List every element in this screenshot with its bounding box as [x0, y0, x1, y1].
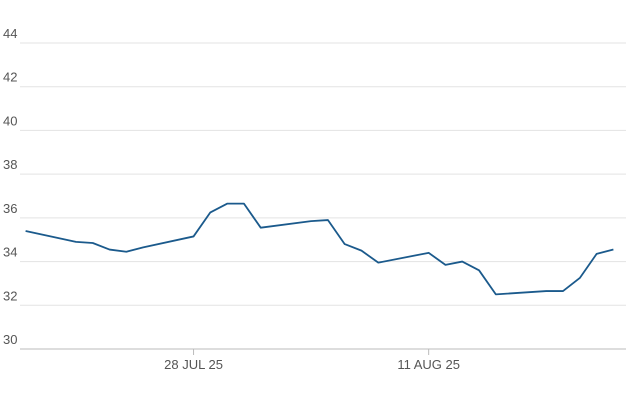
- y-tick-label: 40: [3, 113, 17, 128]
- x-tick-label: 11 AUG 25: [397, 357, 460, 372]
- x-tick-label: 28 JUL 25: [164, 357, 223, 372]
- y-tick-label: 42: [3, 70, 17, 85]
- y-tick-label: 44: [3, 26, 17, 41]
- y-tick-label: 32: [3, 288, 17, 303]
- data-line: [25, 202, 614, 296]
- y-tick-label: 38: [3, 157, 17, 172]
- y-tick-label: 34: [3, 245, 17, 260]
- y-tick-label: 36: [3, 201, 17, 216]
- y-tick-label: 30: [3, 332, 17, 347]
